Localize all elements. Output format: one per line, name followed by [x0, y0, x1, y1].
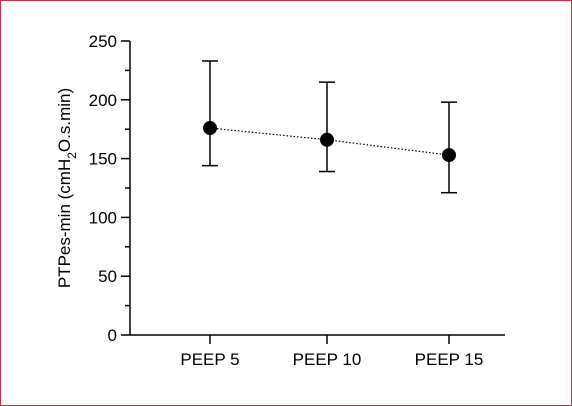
x-ticks: PEEP 5 PEEP 10 PEEP 15 — [180, 335, 483, 369]
y-tick-label: 0 — [108, 326, 117, 345]
x-tick-label: PEEP 10 — [293, 350, 362, 369]
y-axis-label: PTPes-min (cmH2O.s.min) — [55, 88, 79, 288]
trend-line — [209, 127, 450, 156]
y-tick-label: 100 — [89, 208, 117, 227]
y-axis-label-main: PTPes-min (cmH — [55, 159, 74, 288]
y-ticks: 0 50 100 150 200 250 — [89, 32, 130, 345]
y-tick-label: 50 — [98, 267, 117, 286]
y-tick-label: 200 — [89, 91, 117, 110]
data-point — [442, 148, 456, 163]
y-axis-label-subscript: 2 — [65, 152, 79, 159]
y-axis-label-suffix: O.s.min) — [55, 88, 74, 152]
data-point — [320, 132, 334, 147]
y-tick-label: 150 — [89, 150, 117, 169]
y-tick-label: 250 — [89, 32, 117, 51]
x-tick-label: PEEP 15 — [415, 350, 484, 369]
data-marks — [202, 60, 457, 194]
x-tick-label: PEEP 5 — [180, 350, 239, 369]
data-point — [203, 121, 217, 136]
